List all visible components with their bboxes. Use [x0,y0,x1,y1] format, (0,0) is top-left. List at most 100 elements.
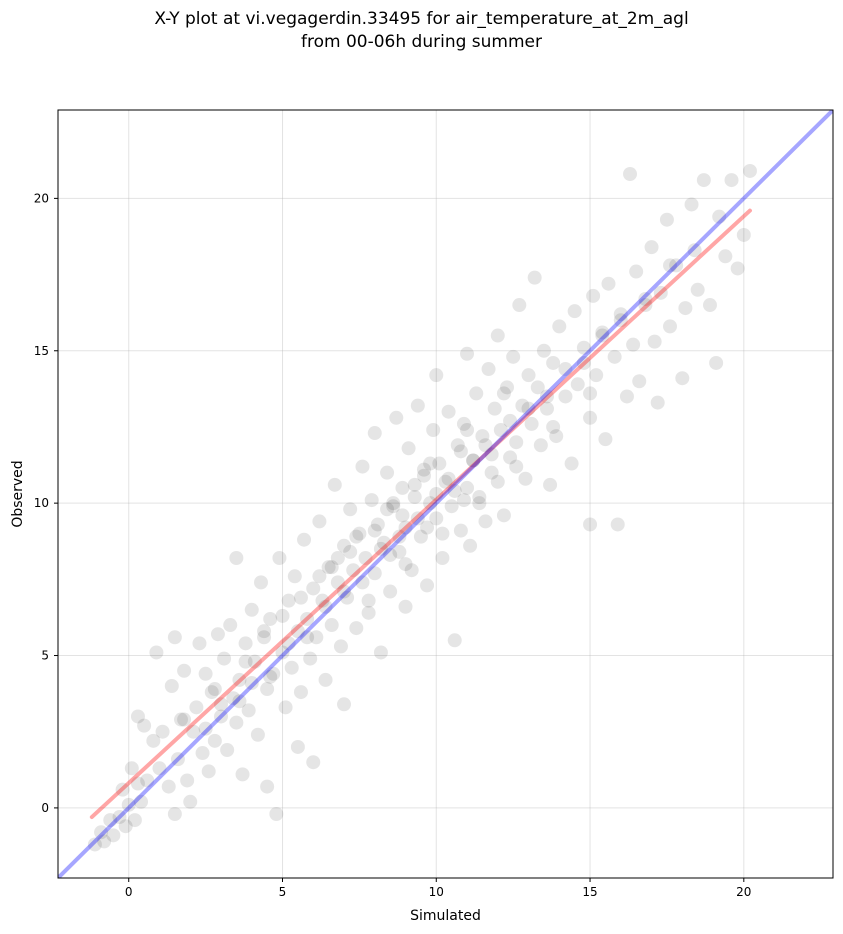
scatter-point [340,590,355,605]
scatter-point [370,517,385,532]
scatter-point [469,386,484,401]
regression-line [89,208,752,820]
scatter-point [213,709,228,724]
scatter-point [395,508,410,523]
scatter-point [589,368,604,383]
scatter-point [423,496,438,511]
scatter-point [460,480,475,495]
scatter-point [204,685,219,700]
y-tick-label: 10 [34,496,49,510]
x-tick-label: 20 [736,885,751,899]
scatter-point [718,249,733,264]
scatter-point [115,782,130,797]
scatter-point [663,319,678,334]
scatter-point [613,307,628,322]
scatter-point [650,395,665,410]
scatter-point [293,590,308,605]
scatter-point [456,493,471,508]
x-tick-label: 0 [125,885,133,899]
scatter-point [229,551,244,565]
scatter-point [481,362,496,377]
scatter-point [389,410,404,425]
scatter-point [300,630,315,645]
scatter-point [312,514,327,529]
scatter-point [644,240,659,255]
scatter-point [349,621,364,636]
scatter-point [530,380,545,395]
scatter-point [552,319,567,334]
scatter-point [466,453,481,468]
scatter-point [210,627,225,642]
scatter-point [736,227,751,242]
scatter-point [269,807,284,821]
y-axis-label: Observed [10,460,26,527]
scatter-point [460,346,475,361]
scatter-point [318,672,333,687]
scatter-point [441,471,456,486]
scatter-point [619,389,634,404]
scatter-point [490,474,505,489]
scatter-point [407,477,422,492]
scatter-point [518,471,533,486]
scatter-point [121,797,136,812]
scatter-point [475,429,490,444]
scatter-point [324,618,339,633]
scatter-point [696,173,711,188]
scatter-point [367,426,382,441]
scatter-point [598,432,613,447]
scatter-point [626,337,641,352]
scatter-point [232,694,247,709]
scatter-point [466,453,481,468]
scatter-point [97,834,112,849]
x-tick-label: 15 [582,885,597,899]
scatter-point [253,575,268,590]
scatter-point [189,700,204,715]
scatter-point [312,569,327,584]
scatter-point [712,209,727,224]
scatter-point [527,270,542,285]
scatter-point [226,691,241,706]
scatter-point [487,401,502,416]
x-tick-label: 10 [429,885,444,899]
scatter-point [174,712,189,727]
scatter-point [638,291,653,306]
scatter-point [260,682,275,697]
scatter-point [420,520,435,535]
scatter-point [287,569,302,584]
scatter-point [324,560,339,575]
scatter-point [441,404,456,419]
scatter-point [570,377,585,392]
scatter-point [524,416,539,431]
axis-ticks: 0 5 10 15 20 0 5 10 15 20 [34,191,752,899]
scatter-point [127,813,142,828]
scatter-point [297,532,312,547]
scatter-point [398,557,413,572]
x-axis-label: Simulated [410,908,481,924]
scatter-point [395,480,410,495]
scatter-point [586,288,601,303]
y-tick-label: 20 [34,191,49,205]
scatter-point [198,721,213,736]
scatter-point [266,666,281,681]
scatter-point [456,416,471,431]
scatter-point [180,773,195,788]
scatter-point [343,502,358,517]
scatter-point [275,645,290,660]
scatter-point [503,413,518,428]
scatter-point [490,328,505,343]
scatter-point [358,551,373,565]
scatter-point [306,755,321,770]
scatter-point [361,593,376,608]
scatter-point [306,581,321,596]
scatter-point [349,529,364,544]
scatter-point [383,547,398,562]
scatter-point [373,645,388,660]
scatter-point [192,636,207,651]
scatter-point [146,733,161,748]
data-points [87,163,757,852]
scatter-point [429,511,444,526]
scatter-point [106,828,121,843]
scatter-point [352,526,367,541]
scatter-point [447,483,462,498]
scatter-point [429,487,444,501]
